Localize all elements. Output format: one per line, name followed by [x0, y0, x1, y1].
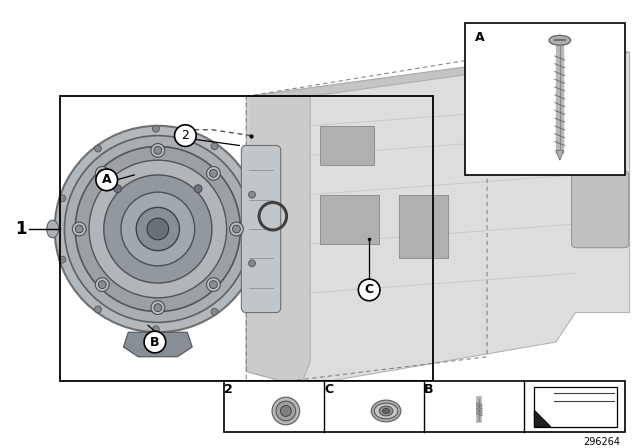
Ellipse shape [121, 192, 195, 266]
Circle shape [76, 225, 83, 233]
Circle shape [59, 195, 66, 202]
FancyBboxPatch shape [241, 146, 281, 313]
Circle shape [207, 167, 220, 180]
Text: B: B [150, 336, 159, 349]
Ellipse shape [380, 406, 393, 416]
Circle shape [248, 191, 255, 198]
Ellipse shape [136, 207, 179, 250]
Circle shape [151, 143, 164, 157]
Ellipse shape [272, 397, 300, 425]
Polygon shape [246, 96, 310, 386]
Bar [465, 22, 625, 175]
Circle shape [154, 304, 162, 311]
Bar [534, 387, 617, 426]
Bar [224, 381, 625, 432]
Circle shape [59, 256, 66, 263]
Circle shape [152, 326, 159, 333]
Ellipse shape [147, 218, 169, 240]
Polygon shape [246, 52, 630, 386]
Ellipse shape [383, 409, 390, 414]
Text: A: A [476, 31, 485, 44]
Text: 2: 2 [224, 383, 233, 396]
Circle shape [230, 222, 243, 236]
Ellipse shape [104, 175, 212, 283]
Bar [320, 194, 379, 244]
Bar [320, 126, 374, 165]
Circle shape [99, 280, 106, 289]
Text: 296264: 296264 [583, 437, 620, 448]
Text: 1: 1 [15, 220, 27, 238]
Ellipse shape [276, 401, 296, 421]
Circle shape [95, 167, 109, 180]
Ellipse shape [76, 146, 241, 311]
Circle shape [152, 125, 159, 132]
Ellipse shape [89, 160, 227, 298]
Circle shape [151, 301, 164, 314]
Circle shape [99, 169, 106, 177]
FancyBboxPatch shape [572, 171, 628, 248]
Circle shape [175, 125, 196, 146]
Ellipse shape [65, 136, 252, 323]
FancyBboxPatch shape [553, 54, 618, 90]
Bar [399, 194, 448, 258]
Circle shape [209, 280, 218, 289]
Ellipse shape [54, 126, 261, 332]
Circle shape [113, 185, 122, 193]
Circle shape [96, 169, 118, 191]
Polygon shape [534, 410, 551, 426]
Circle shape [211, 308, 218, 315]
Circle shape [194, 185, 202, 193]
Circle shape [358, 279, 380, 301]
Circle shape [72, 222, 86, 236]
Polygon shape [246, 52, 630, 96]
Text: C: C [365, 284, 374, 297]
Circle shape [211, 143, 218, 150]
Text: 2: 2 [181, 129, 189, 142]
Bar [60, 96, 433, 381]
Circle shape [232, 225, 241, 233]
Circle shape [95, 145, 101, 152]
Circle shape [154, 146, 162, 154]
Circle shape [95, 306, 101, 313]
Ellipse shape [549, 35, 571, 45]
Text: C: C [324, 383, 333, 396]
Ellipse shape [280, 405, 291, 416]
Circle shape [248, 260, 255, 267]
Ellipse shape [374, 403, 398, 419]
Circle shape [95, 278, 109, 292]
Ellipse shape [47, 220, 59, 238]
Circle shape [209, 169, 218, 177]
Circle shape [207, 278, 220, 292]
Text: B: B [424, 383, 434, 396]
Text: A: A [102, 173, 111, 186]
Polygon shape [124, 332, 192, 357]
Polygon shape [556, 151, 564, 160]
Ellipse shape [371, 400, 401, 422]
Circle shape [144, 331, 166, 353]
